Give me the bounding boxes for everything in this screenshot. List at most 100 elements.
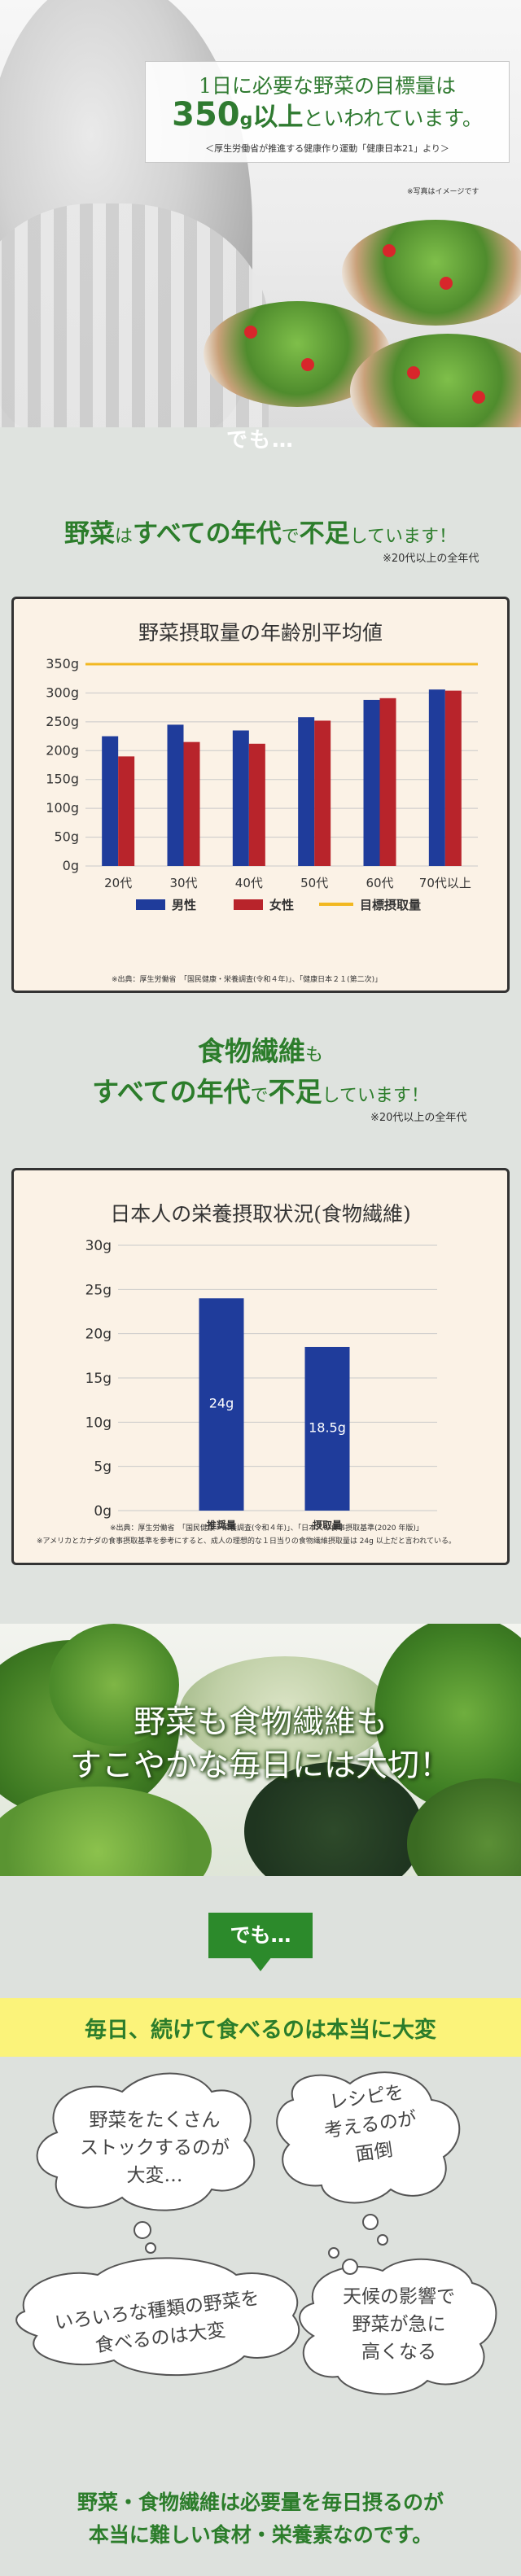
bubble-line: 天候の影響で xyxy=(343,2286,455,2307)
salad-bowl-photo xyxy=(342,220,521,326)
bar-female xyxy=(248,743,265,866)
headline-word: しています！ xyxy=(322,1086,429,1106)
bar-male xyxy=(298,717,315,866)
y-tick-label: 150g xyxy=(46,772,79,787)
bar-male xyxy=(232,730,249,866)
headline-word: も xyxy=(304,1045,323,1065)
headline-fiber-line1: 食物繊維も xyxy=(0,1030,521,1069)
chart1-title: 野菜摂取量の年齢別平均値 xyxy=(138,621,383,645)
hero-bold: 以上 xyxy=(252,103,304,132)
bubble-line: 野菜をたくさん xyxy=(89,2110,221,2131)
bar-male xyxy=(102,736,119,866)
bar-female xyxy=(118,756,135,866)
hero-line2: 350g以上といわれています。 xyxy=(146,96,509,133)
headline-word: 野菜 xyxy=(64,519,116,549)
fiber-intake-chart-panel: 日本人の栄養摂取状況(食物繊維) 0g 5g 10g 15g 20g 25g 30g 24g 推… xyxy=(11,1168,510,1565)
hero-amount: 350 xyxy=(172,96,240,133)
headline-vegetable-shortage: 野菜はすべての年代で不足しています！ xyxy=(0,513,521,549)
y-tick-label: 0g xyxy=(94,1503,112,1520)
x-tick-label: 50代 xyxy=(300,876,328,890)
demo-label-tail xyxy=(249,1957,272,1971)
headline-word: すべての年代 xyxy=(92,1076,251,1108)
legend-label: 女性 xyxy=(269,898,294,912)
legend-label: 男性 xyxy=(172,898,196,912)
x-tick-label: 60代 xyxy=(366,876,393,890)
chart2-source2: ※アメリカとカナダの食事摂取基準を参考にすると、成人の理想的な１日当りの食物繊維… xyxy=(37,1537,456,1546)
y-tick-label: 5g xyxy=(94,1459,112,1476)
y-tick-label: 0g xyxy=(63,858,79,873)
y-tick-label: 10g xyxy=(85,1415,112,1431)
hero-line1: 1日に必要な野菜の目標量は xyxy=(199,74,456,98)
x-tick-label: 70代以上 xyxy=(419,876,471,890)
x-tick-label: 30代 xyxy=(169,876,197,890)
demo-label: でも… xyxy=(208,1913,313,1958)
y-tick-label: 250g xyxy=(46,714,79,729)
final-line1: 野菜・食物繊維は必要量を毎日摂るのが xyxy=(77,2491,444,2514)
bar xyxy=(304,1346,350,1511)
hero-unit: g xyxy=(239,110,253,130)
headline-word: すべての年代 xyxy=(133,519,282,549)
hero-source: ＜厚生労働省が推進する健康作り運動「健康日本21」より＞ xyxy=(205,143,449,154)
data-label: 18.5g xyxy=(309,1419,346,1435)
vegetable-intake-chart-panel: 野菜摂取量の年齢別平均値 0g 50g 100g 150g 200g 250g 300g 35… xyxy=(11,597,510,993)
y-tick-label: 25g xyxy=(85,1282,112,1298)
headline-fiber-line2: すべての年代で不足しています！ xyxy=(0,1070,521,1109)
greens-line1: 野菜も食物繊維も xyxy=(133,1704,387,1741)
y-tick-label: 300g xyxy=(46,684,79,700)
headline-word: 不足 xyxy=(268,1076,322,1108)
striped-shirt xyxy=(0,203,269,427)
bar-female xyxy=(314,720,331,866)
fiber-intake-chart: 0g 5g 10g 15g 20g 25g 30g 24g 推奨量 18.5g 摂取量 xyxy=(85,1238,437,1530)
image-note: ※写真はイメージです xyxy=(407,188,479,196)
bubble-line: 大変… xyxy=(126,2165,183,2186)
bar-female xyxy=(444,690,462,866)
bar-male xyxy=(428,689,445,866)
chart2-title: 日本人の栄養摂取状況(食物繊維) xyxy=(110,1202,411,1226)
y-tick-label: 30g xyxy=(85,1238,112,1254)
bubble-line: 野菜が急に xyxy=(352,2314,446,2335)
bubble-weather: 天候の影響で 野菜が急に 高くなる xyxy=(309,2283,488,2366)
bar-male xyxy=(363,699,380,866)
legend-swatch xyxy=(136,899,165,910)
headline-word: しています！ xyxy=(349,527,457,547)
final-line2: 本当に難しい食材・栄養素なのです。 xyxy=(88,2523,433,2547)
daily-text: 毎日、続けて食べるのは本当に大変 xyxy=(85,2018,436,2043)
headline-word: は xyxy=(115,527,134,547)
data-label: 24g xyxy=(209,1396,234,1411)
bubble-line: ストックするのが xyxy=(80,2137,230,2158)
x-tick-label: 推奨量 xyxy=(207,1519,236,1530)
bar-female xyxy=(183,741,200,866)
bar-female xyxy=(379,698,396,866)
greens-line2: すこやかな毎日には大切！ xyxy=(69,1747,451,1784)
y-tick-label: 15g xyxy=(85,1371,112,1387)
y-tick-label: 200g xyxy=(46,742,79,758)
salad-bowl-photo xyxy=(350,334,521,427)
bar-male xyxy=(167,724,184,866)
chart1-source: ※出典：厚生労働省 「国民健康・栄養調査(令和４年)」、「健康日本２１(第二次)… xyxy=(112,976,383,984)
bubble-stock: 野菜をたくさん ストックするのが 大変… xyxy=(49,2106,260,2189)
chart2-source1: ※出典：厚生労働省 「国民健康・栄養調査(令和４年)」、「日本人の食事摂取基準(… xyxy=(110,1524,423,1533)
vegetables-photo: 野菜も食物繊維も すこやかな毎日には大切！ xyxy=(0,1624,521,1876)
y-tick-label: 350g xyxy=(46,656,79,671)
thought-bubble xyxy=(15,2257,300,2377)
headline-word: で xyxy=(281,527,300,547)
thought-bubbles xyxy=(15,2071,497,2395)
age-note-2: ※20代以上の全年代 xyxy=(370,1112,467,1124)
y-tick-label: 50g xyxy=(54,829,79,845)
x-tick-label: 40代 xyxy=(235,876,263,890)
thought-bubble xyxy=(276,2071,461,2204)
hero-section: 1日に必要な野菜の目標量は 350g以上といわれています。 ＜厚生労働省が推進す… xyxy=(0,0,521,427)
legend-label: 目標摂取量 xyxy=(360,898,421,912)
headline-word: で xyxy=(250,1086,269,1106)
headline-word: 不足 xyxy=(299,519,350,549)
bar xyxy=(199,1298,244,1511)
headline-word: 食物繊維 xyxy=(197,1035,305,1067)
daily-banner xyxy=(0,1998,521,2057)
difficulty-section xyxy=(0,1876,521,2576)
hero-message-box: 1日に必要な野菜の目標量は 350g以上といわれています。 ＜厚生労働省が推進す… xyxy=(145,61,510,163)
x-tick-label: 20代 xyxy=(104,876,132,890)
thought-bubble xyxy=(299,2258,497,2395)
demo-text: でも… xyxy=(225,428,295,453)
y-tick-label: 100g xyxy=(46,800,79,816)
